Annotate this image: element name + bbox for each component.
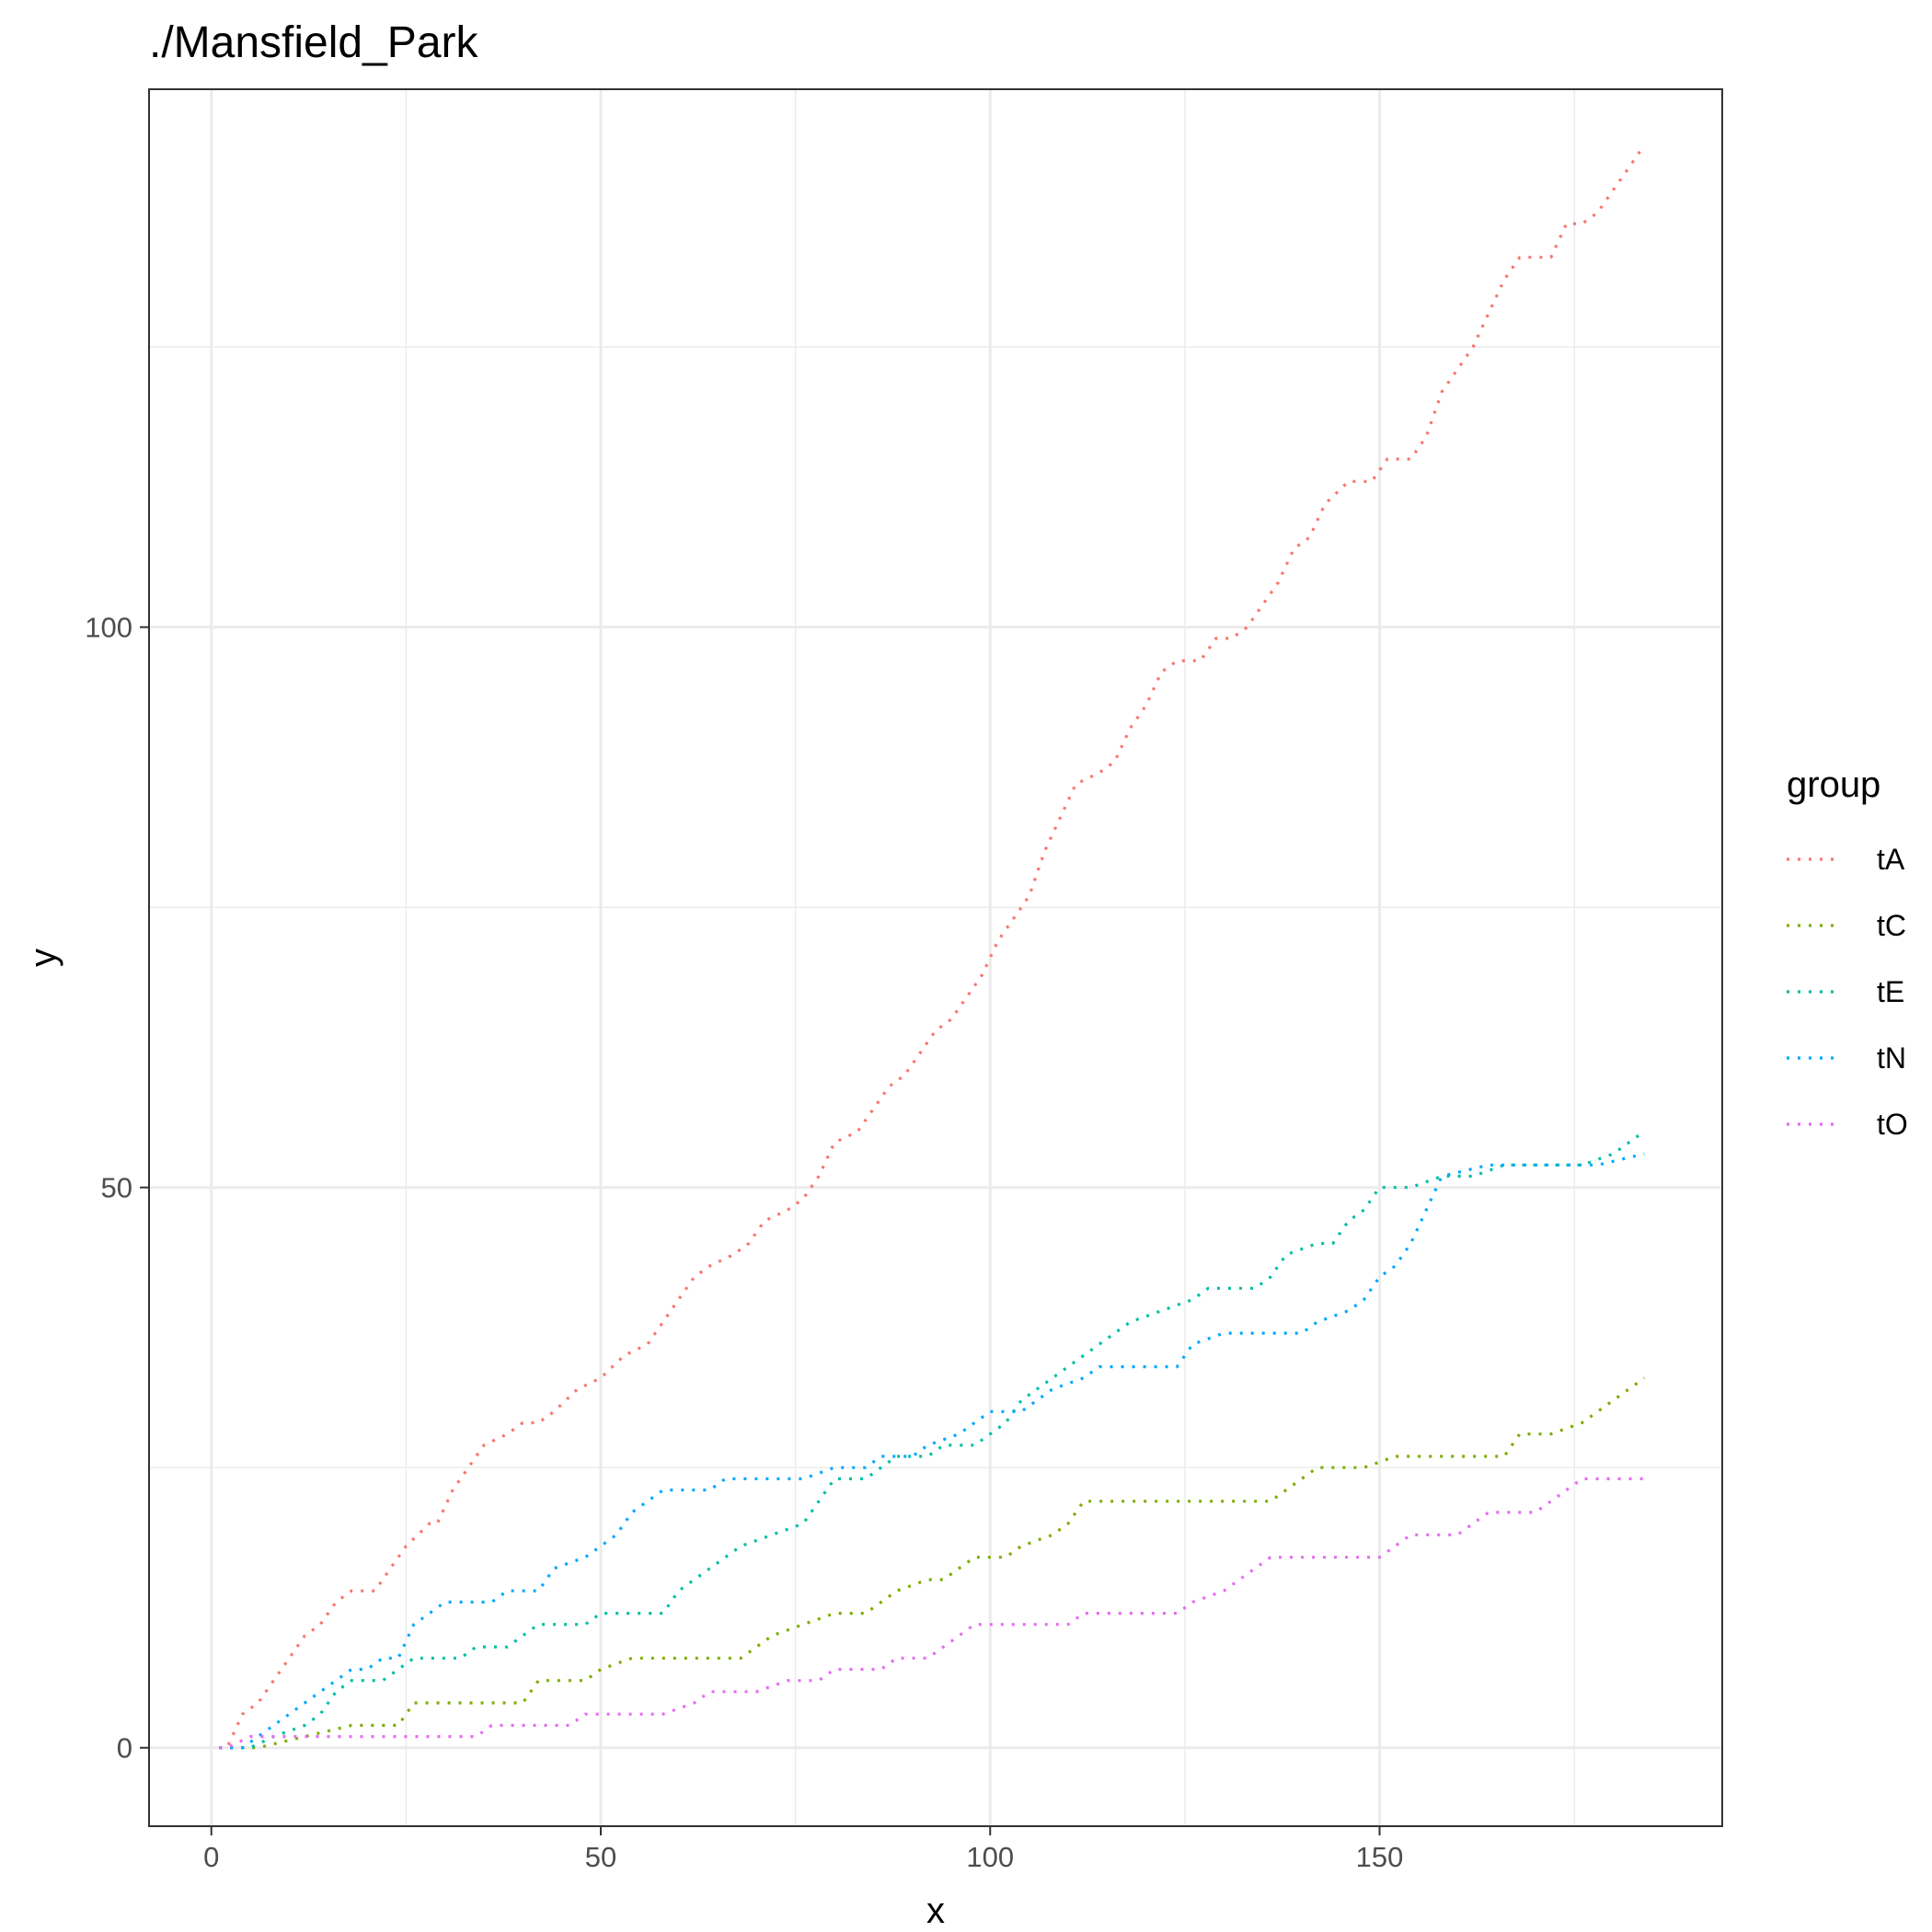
- legend-label-tO: tO: [1877, 1108, 1908, 1141]
- chart-title: ./Mansfield_Park: [149, 18, 478, 67]
- y-tick-label: 0: [117, 1732, 132, 1765]
- series-layer: [219, 144, 1646, 1750]
- x-tick-label: 0: [203, 1841, 219, 1873]
- x-tick-label: 150: [1356, 1841, 1404, 1873]
- legend-label-tA: tA: [1877, 843, 1905, 876]
- x-axis-title: x: [926, 1891, 945, 1931]
- minor-gridlines: [149, 89, 1722, 1826]
- x-axis-ticks: 0 50 100 150: [203, 1826, 1403, 1873]
- legend: group tA tC tE tN tO: [1787, 765, 1908, 1141]
- x-tick-label: 50: [585, 1841, 616, 1873]
- y-axis-title: y: [23, 949, 63, 967]
- legend-label-tN: tN: [1877, 1041, 1906, 1075]
- legend-label-tE: tE: [1877, 975, 1904, 1008]
- legend-title: group: [1787, 765, 1880, 805]
- series-line-tO: [219, 1477, 1645, 1750]
- y-tick-label: 50: [101, 1172, 132, 1204]
- y-tick-label: 100: [85, 612, 132, 644]
- plot-panel-border: [148, 88, 1723, 1827]
- x-tick-label: 100: [966, 1841, 1014, 1873]
- major-gridlines: [149, 89, 1722, 1826]
- y-axis-ticks: 0 50 100: [85, 612, 149, 1765]
- legend-label-tC: tC: [1877, 909, 1906, 942]
- plot-background: [149, 89, 1722, 1826]
